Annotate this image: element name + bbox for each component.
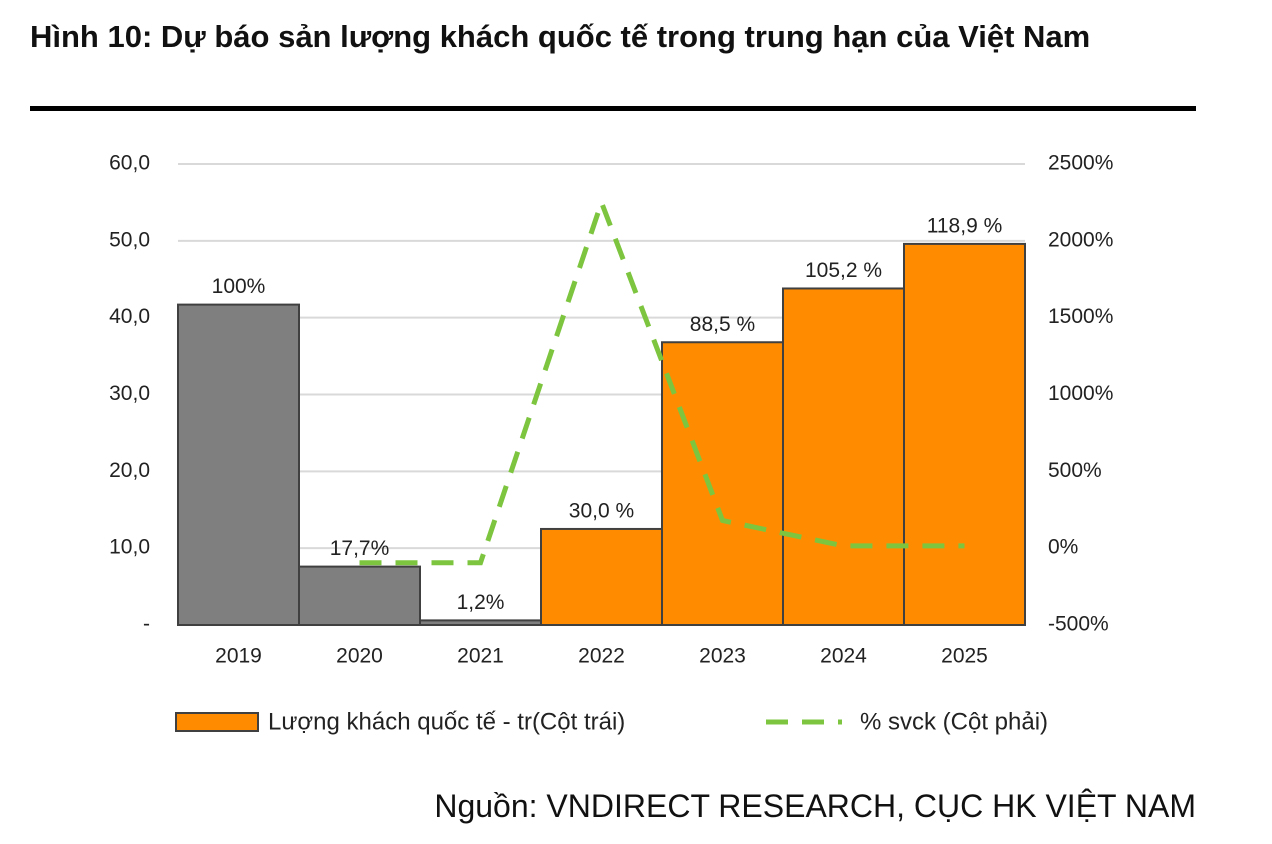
bar-annotation: 17,7%	[330, 537, 390, 560]
y2-tick-label: 2000%	[1048, 228, 1113, 251]
bar-annotation: 118,9 %	[927, 214, 1003, 237]
y2-tick-label: 1000%	[1048, 382, 1113, 405]
bar	[661, 341, 784, 626]
bar-annotation: 30,0 %	[569, 500, 634, 523]
bar-annotation: 105,2 %	[805, 259, 882, 282]
x-tick-label: 2020	[336, 645, 383, 668]
bar	[540, 527, 663, 626]
y-tick-label: 60,0	[109, 152, 150, 175]
y-tick-label: 20,0	[109, 459, 150, 482]
x-tick-label: 2019	[215, 645, 262, 668]
y-tick-label: -	[143, 613, 150, 636]
y2-tick-label: 2500%	[1048, 152, 1113, 175]
bar-annotation: 88,5 %	[690, 313, 755, 336]
bar-annotation: 100%	[212, 275, 266, 298]
legend-label: Lượng khách quốc tế - tr(Cột trái)	[268, 708, 625, 735]
y-tick-label: 50,0	[109, 228, 150, 251]
title-rule	[30, 106, 1196, 111]
x-tick-label: 2022	[578, 645, 625, 668]
bar	[782, 287, 905, 626]
y2-tick-label: 0%	[1048, 536, 1078, 559]
chart-title: Hình 10: Dự báo sản lượng khách quốc tế …	[30, 19, 1091, 54]
line-series	[359, 194, 965, 566]
y2-tick-label: 500%	[1048, 459, 1102, 482]
x-tick-label: 2025	[941, 645, 988, 668]
y-tick-label: 30,0	[109, 382, 150, 405]
bar	[419, 619, 542, 627]
legend-label: % svck (Cột phải)	[860, 708, 1048, 735]
y-tick-label: 10,0	[109, 536, 150, 559]
source-note: Nguồn: VNDIRECT RESEARCH, CỤC HK VIỆT NA…	[434, 788, 1196, 824]
legend-swatch	[175, 712, 259, 732]
x-tick-label: 2023	[699, 645, 746, 668]
x-tick-label: 2024	[820, 645, 867, 668]
bar	[298, 565, 421, 627]
y2-tick-label: 1500%	[1048, 305, 1113, 328]
y-tick-label: 40,0	[109, 305, 150, 328]
x-tick-label: 2021	[457, 645, 504, 668]
bar-annotation: 1,2%	[457, 591, 505, 614]
bar	[177, 303, 300, 626]
y2-tick-label: -500%	[1048, 613, 1109, 636]
bar	[903, 242, 1026, 626]
